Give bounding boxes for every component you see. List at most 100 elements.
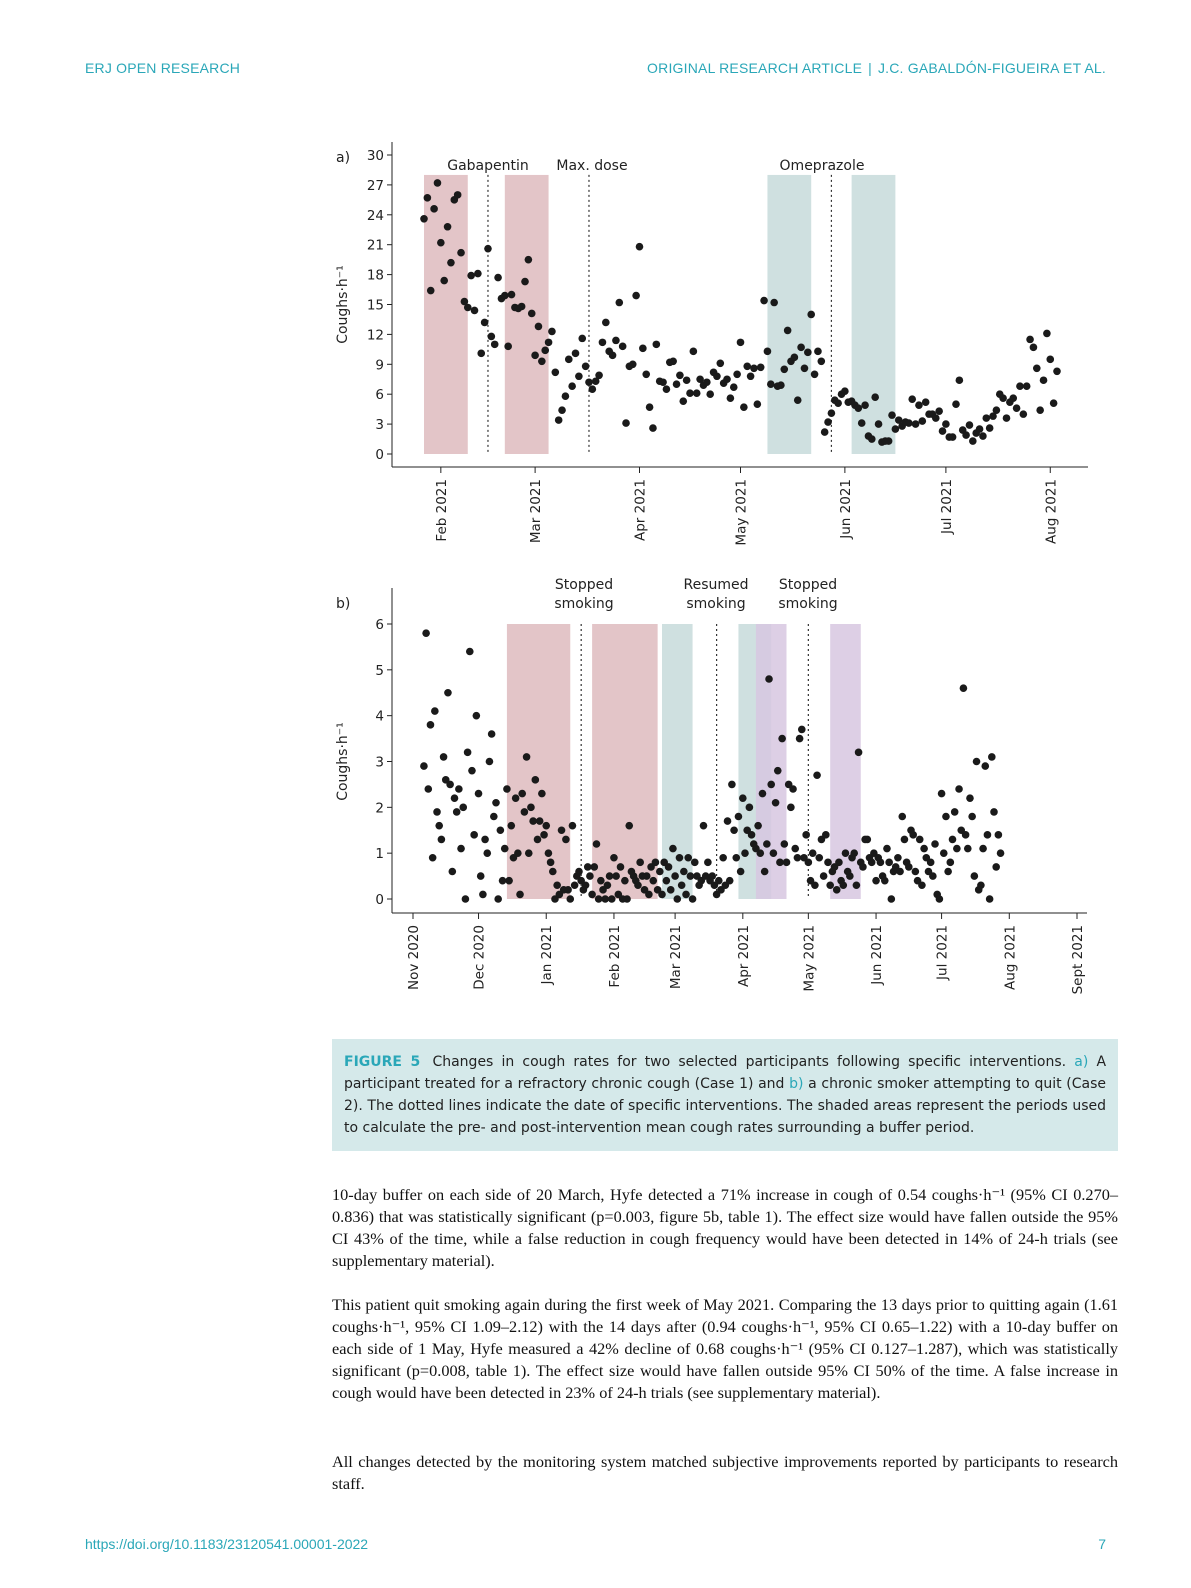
data-point bbox=[679, 397, 688, 405]
data-point bbox=[590, 863, 599, 871]
data-point bbox=[521, 277, 529, 286]
data-point bbox=[612, 336, 620, 345]
data-point bbox=[797, 343, 805, 352]
data-point bbox=[504, 342, 512, 351]
data-point bbox=[422, 629, 430, 637]
data-point bbox=[767, 380, 775, 389]
data-point bbox=[841, 387, 849, 396]
data-point bbox=[811, 881, 819, 890]
y-tick-label: 27 bbox=[367, 178, 384, 194]
data-point bbox=[898, 812, 907, 821]
x-tick-label: Aug 2021 bbox=[1002, 925, 1018, 990]
data-point bbox=[562, 835, 570, 844]
data-point bbox=[677, 881, 686, 890]
data-point bbox=[931, 414, 940, 422]
data-point bbox=[790, 353, 799, 362]
intervention-annotation-3: smoking bbox=[778, 596, 837, 612]
x-tick-label: Feb 2021 bbox=[434, 479, 450, 542]
data-point bbox=[673, 895, 682, 903]
data-point bbox=[795, 734, 804, 743]
y-tick-label: 15 bbox=[367, 298, 384, 314]
data-point bbox=[763, 347, 772, 356]
data-point bbox=[468, 766, 476, 775]
data-point bbox=[982, 414, 991, 422]
data-point bbox=[820, 428, 829, 436]
data-point bbox=[518, 789, 527, 798]
shaded-period-2 bbox=[592, 624, 658, 899]
data-point bbox=[807, 310, 816, 319]
caption-part-a[interactable]: a) bbox=[1074, 1054, 1089, 1070]
page-number: 7 bbox=[1098, 1536, 1106, 1552]
data-point bbox=[756, 849, 765, 857]
data-point bbox=[939, 849, 948, 857]
data-point bbox=[535, 817, 544, 825]
data-point bbox=[920, 844, 928, 853]
y-tick-label: 9 bbox=[375, 357, 384, 373]
data-point bbox=[435, 821, 444, 830]
data-point bbox=[859, 863, 867, 871]
caption-part-b[interactable]: b) bbox=[789, 1076, 804, 1092]
data-point bbox=[477, 349, 486, 358]
data-point bbox=[672, 380, 681, 389]
data-point bbox=[918, 417, 927, 425]
data-point bbox=[498, 876, 507, 885]
data-point bbox=[778, 734, 786, 743]
journal-name: ERJ OPEN RESEARCH bbox=[85, 60, 241, 76]
article-type: ORIGINAL RESEARCH ARTICLE bbox=[647, 60, 863, 76]
data-point bbox=[538, 357, 546, 366]
data-point bbox=[935, 407, 943, 415]
data-point bbox=[548, 867, 557, 876]
data-point bbox=[887, 895, 896, 903]
data-point bbox=[470, 831, 478, 839]
data-point bbox=[448, 867, 457, 876]
data-point bbox=[888, 411, 896, 419]
data-point bbox=[850, 849, 859, 857]
shaded-period-6 bbox=[830, 624, 861, 899]
data-point bbox=[822, 831, 830, 839]
shaded-period-4 bbox=[851, 174, 896, 454]
data-point bbox=[1053, 367, 1061, 376]
data-point bbox=[666, 886, 675, 894]
data-point bbox=[608, 351, 617, 360]
intervention-annotation-3: Omeprazole bbox=[780, 158, 865, 174]
data-point bbox=[443, 222, 452, 231]
data-point bbox=[575, 867, 583, 876]
y-tick-label: 24 bbox=[367, 208, 384, 224]
data-point bbox=[439, 753, 448, 761]
x-tick-label: Apr 2021 bbox=[736, 925, 752, 987]
data-point bbox=[962, 431, 970, 439]
doi-link[interactable]: https://doi.org/10.1183/23120541.00001-2… bbox=[85, 1536, 369, 1552]
data-point bbox=[963, 844, 972, 853]
data-point bbox=[824, 858, 832, 867]
data-point bbox=[692, 389, 701, 398]
data-point bbox=[931, 840, 939, 848]
figure-caption: FIGURE 5 Changes in cough rates for two … bbox=[332, 1039, 1118, 1151]
data-point bbox=[1022, 382, 1031, 391]
y-axis-label: Coughs·h⁻¹ bbox=[335, 265, 351, 344]
data-point bbox=[948, 433, 957, 441]
data-point bbox=[636, 858, 644, 867]
data-point bbox=[729, 383, 738, 392]
data-point bbox=[586, 872, 594, 880]
data-point bbox=[929, 872, 937, 880]
data-point bbox=[542, 821, 551, 830]
data-point bbox=[507, 821, 516, 830]
data-point bbox=[621, 876, 629, 885]
data-point bbox=[733, 370, 741, 379]
data-point bbox=[444, 688, 452, 697]
data-point bbox=[424, 785, 433, 793]
data-point bbox=[659, 378, 667, 387]
data-point bbox=[935, 895, 944, 903]
chart-panel-b: 0 1 2 3 4 5 6 Nov 2020 Dec 2020 Jan 2021 Feb 2021 M… bbox=[335, 577, 1087, 994]
x-tick-label: Jun 2021 bbox=[838, 479, 854, 540]
y-tick-label: 1 bbox=[375, 846, 384, 862]
data-point bbox=[975, 425, 984, 433]
y-tick-label: 2 bbox=[375, 800, 384, 816]
y-tick-label: 12 bbox=[367, 327, 384, 343]
data-point bbox=[675, 853, 684, 862]
data-point bbox=[618, 342, 627, 351]
data-point bbox=[871, 393, 879, 401]
data-point bbox=[773, 766, 782, 775]
data-point bbox=[765, 675, 773, 683]
caption-text-2: A participant treated for a refractory c… bbox=[344, 1054, 1107, 1092]
